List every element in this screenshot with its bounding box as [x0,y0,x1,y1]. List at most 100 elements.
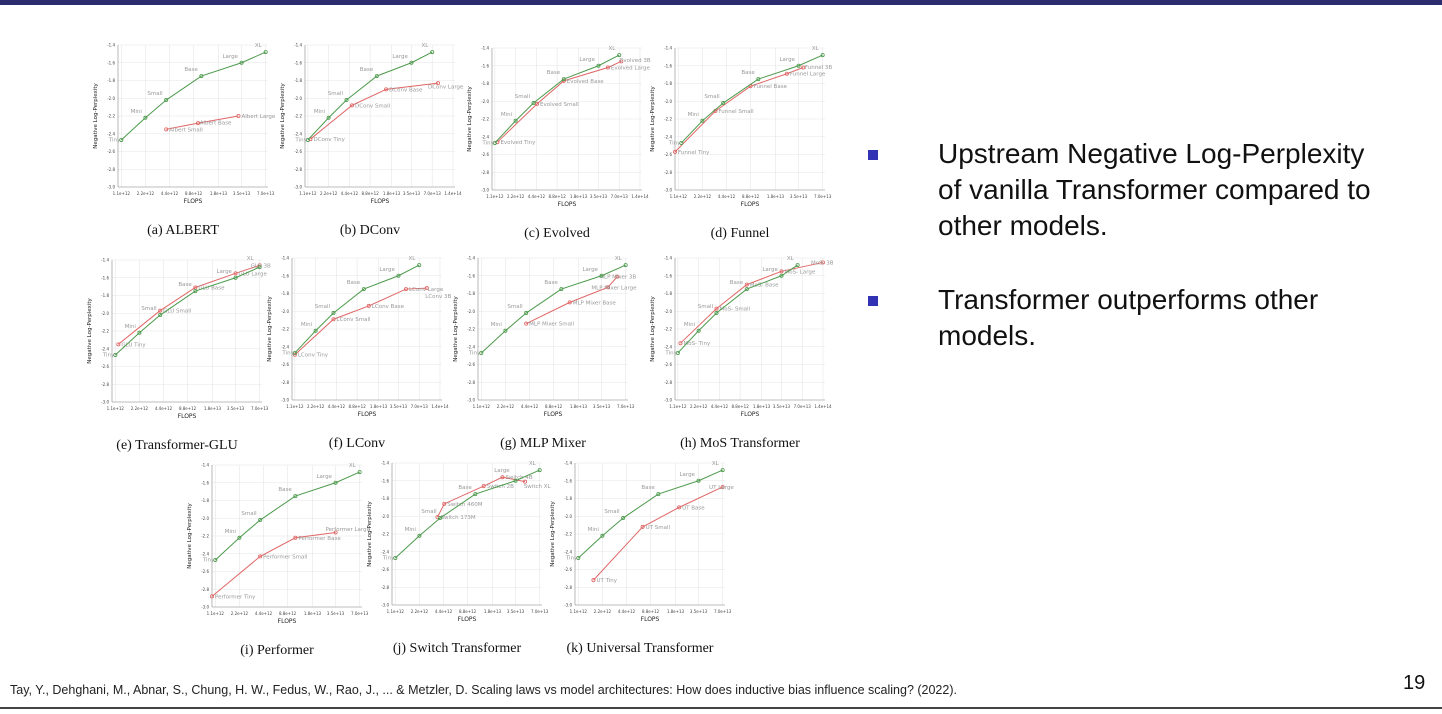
point-label: LConv 3B [425,294,451,300]
data-point [436,81,441,86]
point-label: Evolved Tiny [500,140,536,146]
chart-panel: -3.0 -2.8 -2.6 -2.4 -2.2 -2.0 -1.8 -1.6 -1.4 1.1e… [82,252,272,453]
chart-caption: (h) MoS Transformer [680,436,800,451]
y-tick-label: -2.8 [481,170,489,175]
x-axis-label: FLOPS [458,616,477,623]
y-tick-label: -2.0 [107,96,115,101]
data-point [678,341,683,346]
x-tick-label: 8.8e+12 [742,194,760,199]
data-point [605,285,610,290]
data-point [621,516,626,521]
x-tick-label: 2.2e+12 [694,194,712,199]
y-axis-label: Negative Log-Perplexity [550,501,556,567]
y-tick-label: -2.8 [664,380,672,385]
data-point [513,118,518,123]
data-point [559,287,564,292]
data-point [393,555,398,560]
data-point [561,77,566,82]
point-label: MoS- 3B [811,260,834,266]
y-axis-label: Negative Log-Perplexity [93,83,99,149]
data-point [292,352,297,357]
x-tick-label: 7.0e+13 [714,609,732,614]
x-tick-label: 1.1e+12 [207,611,225,616]
x-tick-label: 1.1e+12 [113,191,131,196]
data-point [349,103,354,108]
x-tick-label: 7.0e+13 [351,611,369,616]
x-tick-label: 3.5e+13 [233,191,251,196]
data-point [143,115,148,120]
chart-panel: -3.0 -2.8 -2.6 -2.4 -2.2 -2.0 -1.8 -1.6 -1.4 1.1e… [182,457,372,659]
x-tick-label: 4.4e+12 [718,194,736,199]
y-tick-label: -2.2 [467,327,475,332]
point-label: Small [241,511,257,517]
y-tick-label: -2.6 [481,152,489,157]
y-tick-label: -2.4 [664,344,672,349]
y-tick-label: -1.4 [564,461,572,466]
point-label: Large [216,269,232,275]
data-point [158,308,163,313]
x-tick-label: 1.1e+12 [286,404,304,409]
point-label: Evolved 3B [620,58,651,64]
chart-svg: -3.0 -2.8 -2.6 -2.4 -2.2 -2.0 -1.8 -1.6 -1.4 1.1e… [367,461,552,624]
chart-panel: -3.0 -2.8 -2.6 -2.4 -2.2 -2.0 -1.8 -1.6 -1.4 1.1e… [362,455,552,657]
y-tick-label: -2.0 [481,99,489,104]
chart-panel: -3.0 -2.8 -2.6 -2.4 -2.2 -2.0 -1.8 -1.6 -1.4 1.1e… [262,250,452,452]
y-tick-label: -1.4 [481,46,489,51]
y-axis-label: Negative Log-Perplexity [650,86,656,152]
y-tick-label: -2.6 [664,362,672,367]
data-point [331,317,336,322]
x-tick-label: 1.1e+12 [387,609,405,614]
x-tick-label: 2.2e+12 [131,406,149,411]
point-label: Evolved Large [611,66,651,72]
x-tick-label: 3.5e+13 [507,609,525,614]
x-axis-label: FLOPS [558,201,577,208]
x-tick-label: 3.5e+13 [593,404,611,409]
data-point [164,127,169,132]
series-line-transformer [577,469,723,559]
y-tick-label: -1.4 [467,256,475,261]
data-point [531,101,536,106]
data-point [720,484,725,489]
point-label: Base [347,280,361,286]
x-tick-label: 4.4e+12 [618,609,636,614]
x-tick-label: 8.8e+12 [459,609,477,614]
x-tick-label: 7.0e+13 [814,194,832,199]
data-point [113,352,118,357]
x-tick-label: 1.8e+13 [570,404,588,409]
data-point [258,554,263,559]
y-tick-label: -2.6 [281,362,289,367]
point-label: UT Small [646,525,671,531]
y-tick-label: -1.6 [481,63,489,68]
point-label: XL [349,463,357,469]
point-label: DConv Base [389,87,423,93]
y-tick-label: -1.8 [281,291,289,296]
data-point [599,273,604,278]
point-label: MLP Mixer Small [529,322,574,328]
point-label: MLP Mixer 3B [599,275,636,281]
y-tick-label: -2.2 [664,327,672,332]
point-label: Mini [225,529,237,535]
point-label: XL [421,43,429,49]
chart-caption: (k) Universal Transformer [566,641,714,656]
x-tick-label: 1.1e+12 [570,609,588,614]
y-axis-label: Negative Log-Perplexity [187,503,193,569]
y-tick-label: -3.0 [281,398,289,403]
point-label: Switch 460M [447,502,482,508]
bottom-border [0,707,1442,709]
x-tick-label: 8.8e+12 [642,609,660,614]
y-tick-label: -1.4 [381,461,389,466]
x-tick-label: 7.0e+13 [794,404,812,409]
data-point [233,271,238,276]
x-axis-label: FLOPS [278,618,297,625]
y-tick-label: -1.4 [664,256,672,261]
point-label: Base [360,67,374,73]
point-label: Funnel Base [754,84,788,90]
series-line-switch [437,476,526,518]
data-point [524,311,529,316]
point-label: Albert Large [241,114,275,120]
data-point [675,350,680,355]
data-point [479,350,484,355]
y-tick-label: -2.6 [107,149,115,154]
y-tick-label: -2.6 [381,567,389,572]
y-tick-label: -3.0 [201,605,209,610]
